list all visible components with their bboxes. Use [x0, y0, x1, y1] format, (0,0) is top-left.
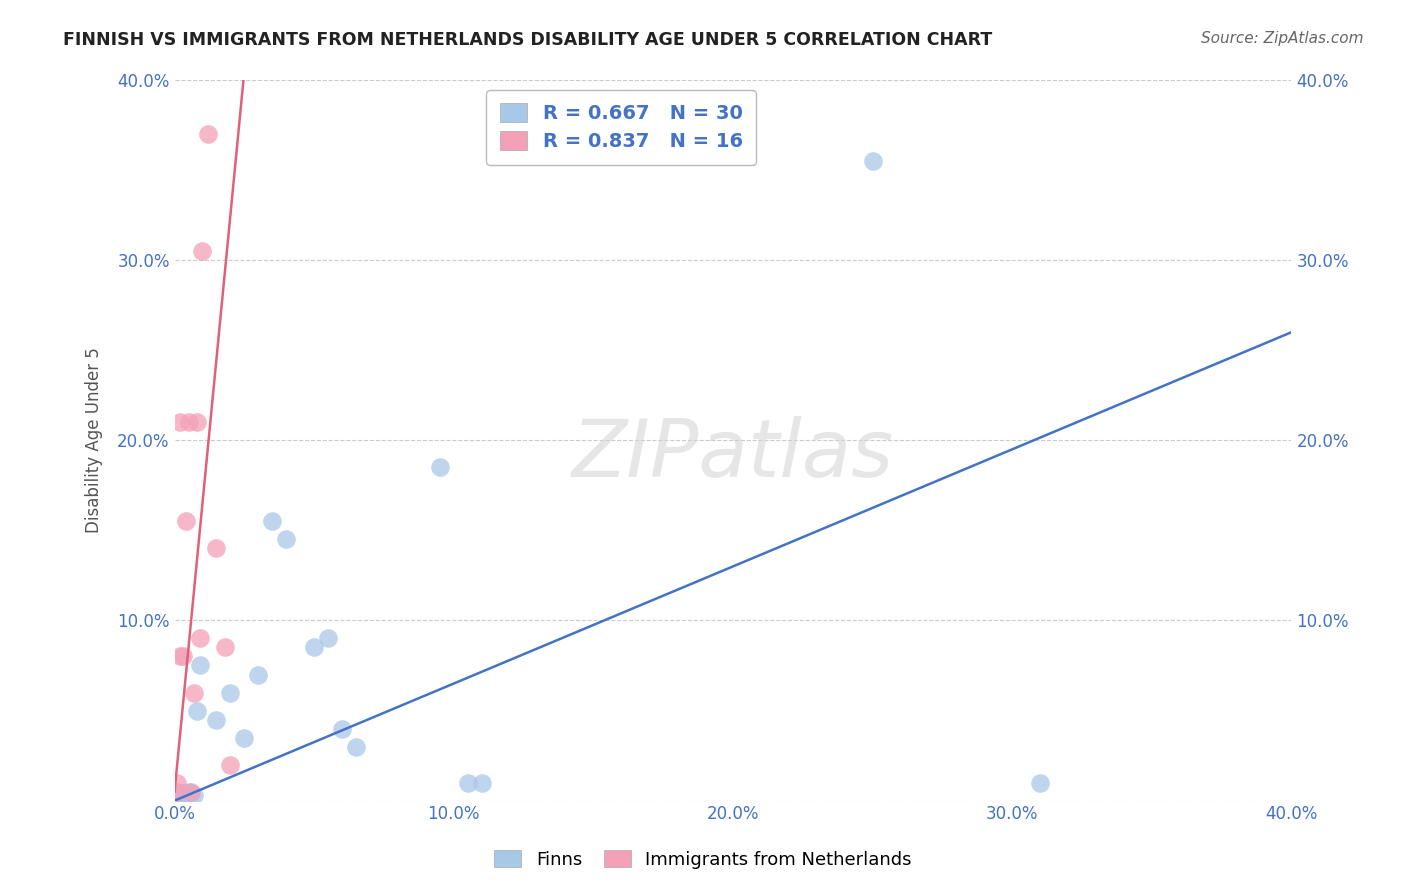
- Legend: R = 0.667   N = 30, R = 0.837   N = 16: R = 0.667 N = 30, R = 0.837 N = 16: [486, 90, 756, 165]
- Point: [172, 788, 194, 802]
- Point: [177, 784, 200, 798]
- Point: [188, 658, 211, 673]
- Point: [172, 790, 194, 805]
- Point: [172, 649, 194, 664]
- Point: [205, 713, 228, 727]
- Point: [169, 790, 191, 805]
- Point: [188, 632, 211, 646]
- Point: [205, 541, 228, 556]
- Point: [219, 685, 242, 699]
- Point: [233, 731, 256, 745]
- Y-axis label: Disability Age Under 5: Disability Age Under 5: [86, 347, 103, 533]
- Point: [471, 775, 494, 789]
- Point: [166, 775, 188, 789]
- Point: [177, 786, 200, 800]
- Point: [457, 775, 479, 789]
- Text: FINNISH VS IMMIGRANTS FROM NETHERLANDS DISABILITY AGE UNDER 5 CORRELATION CHART: FINNISH VS IMMIGRANTS FROM NETHERLANDS D…: [63, 31, 993, 49]
- Point: [191, 244, 214, 259]
- Point: [1029, 775, 1052, 789]
- Point: [862, 154, 884, 169]
- Point: [214, 640, 236, 655]
- Point: [169, 649, 191, 664]
- Point: [219, 757, 242, 772]
- Point: [169, 786, 191, 800]
- Point: [262, 514, 284, 528]
- Point: [330, 722, 353, 736]
- Point: [169, 415, 191, 429]
- Point: [186, 415, 208, 429]
- Point: [169, 788, 191, 802]
- Point: [276, 533, 298, 547]
- Text: ZIPatlas: ZIPatlas: [572, 416, 894, 493]
- Point: [429, 460, 451, 475]
- Legend: Finns, Immigrants from Netherlands: Finns, Immigrants from Netherlands: [486, 843, 920, 876]
- Point: [316, 632, 339, 646]
- Point: [177, 415, 200, 429]
- Point: [166, 788, 188, 802]
- Point: [180, 786, 202, 800]
- Point: [344, 739, 367, 754]
- Point: [302, 640, 325, 655]
- Point: [174, 788, 197, 802]
- Point: [180, 784, 202, 798]
- Point: [183, 685, 205, 699]
- Point: [166, 790, 188, 805]
- Point: [186, 704, 208, 718]
- Point: [183, 788, 205, 802]
- Point: [166, 784, 188, 798]
- Point: [247, 667, 270, 681]
- Point: [174, 514, 197, 528]
- Point: [172, 786, 194, 800]
- Text: Source: ZipAtlas.com: Source: ZipAtlas.com: [1201, 31, 1364, 46]
- Point: [197, 127, 219, 141]
